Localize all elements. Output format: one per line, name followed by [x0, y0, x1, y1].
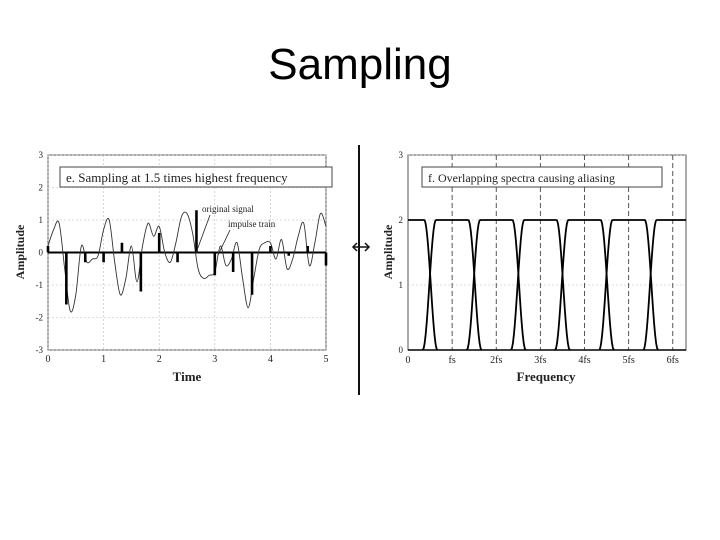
chart-marks	[408, 219, 686, 351]
y-tick-label: 3	[39, 150, 44, 160]
chart-title: f. Overlapping spectra causing aliasing	[428, 171, 615, 185]
y-tick-label: 3	[399, 150, 404, 160]
spectrum-copy	[421, 219, 483, 351]
x-tick-label: 2fs	[490, 355, 502, 366]
aliasing-spectrum-chart: 0 fs 2fs 3fs 4fs 5fs 6fs 0 1 2 3 f. Overlapping sp…	[381, 150, 687, 384]
x-tick-label: 4fs	[578, 355, 590, 366]
annotation-impulse-train: impulse train	[228, 219, 276, 229]
y-tick-label: -2	[36, 313, 44, 323]
x-tick-label: 3	[212, 354, 217, 365]
annotation-original-signal: original signal	[202, 204, 254, 214]
chart-title-box	[421, 166, 663, 188]
slide-title: Sampling	[268, 40, 452, 89]
sampling-time-chart: 0 1 2 3 4 5 -3 -2 -1 0 1 2 3 e. Sampling at 1.5 time…	[13, 150, 333, 384]
spectrum-copy	[408, 219, 439, 351]
series-original-signal	[47, 211, 327, 313]
y-tick-label: 0	[399, 345, 404, 355]
x-tick-label: 0	[406, 355, 411, 366]
x-tick-label: fs	[449, 355, 456, 366]
spectrum-copy	[466, 219, 527, 351]
x-tick-label: 0	[46, 354, 51, 365]
chart-title: e. Sampling at 1.5 times highest frequen…	[66, 170, 288, 185]
annotation-arrow	[217, 229, 231, 256]
annotation-arrow	[195, 214, 211, 254]
x-tick-label: 3fs	[534, 355, 546, 366]
x-tick-label: 2	[157, 354, 162, 365]
tick-labels: 0 1 2 3 4 5 -3 -2 -1 0 1 2 3	[36, 150, 329, 365]
y-tick-label: 1	[399, 280, 404, 290]
x-axis-label: Frequency	[517, 369, 576, 384]
y-tick-label: -3	[36, 345, 44, 355]
x-tick-label: 5	[324, 354, 329, 365]
y-axis-label: Amplitude	[381, 224, 395, 279]
divider-line	[358, 145, 360, 395]
x-tick-label: 1	[101, 354, 106, 365]
spectrum-copy	[510, 219, 571, 351]
x-tick-label: 6fs	[667, 355, 679, 366]
x-tick-label: 4	[268, 354, 273, 365]
spectrum-copy	[598, 219, 659, 351]
y-tick-label: -1	[36, 280, 44, 290]
y-tick-label: 0	[39, 248, 44, 258]
spectrum-copy	[554, 219, 615, 351]
x-tick-label: 5fs	[623, 355, 635, 366]
y-tick-label: 2	[39, 183, 44, 193]
tick-labels: 0 fs 2fs 3fs 4fs 5fs 6fs 0 1 2 3	[399, 150, 679, 366]
spectrum-copy	[642, 219, 686, 351]
y-axis-label: Amplitude	[13, 224, 27, 279]
y-tick-label: 1	[39, 215, 44, 225]
chart-title-box	[59, 166, 333, 188]
chart-marks	[46, 210, 328, 313]
double-arrow-icon	[351, 242, 371, 252]
x-axis-label: Time	[173, 369, 202, 384]
y-tick-label: 2	[399, 215, 404, 225]
